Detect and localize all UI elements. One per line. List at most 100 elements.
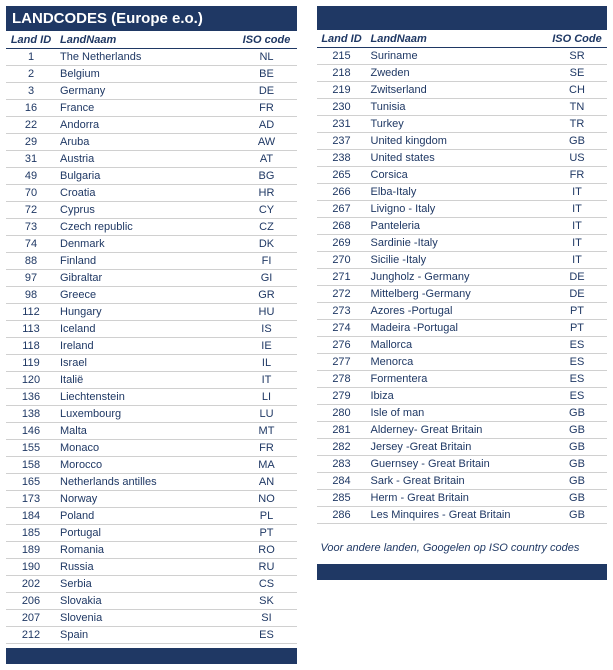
table-row: 70CroatiaHR bbox=[6, 185, 297, 202]
table-row: 231TurkeyTR bbox=[317, 116, 608, 133]
table-row: 119IsraelIL bbox=[6, 355, 297, 372]
cell-iso: PT bbox=[547, 321, 607, 335]
table-row: 155MonacoFR bbox=[6, 440, 297, 457]
cell-iso: BE bbox=[237, 67, 297, 81]
cell-id: 29 bbox=[6, 135, 56, 149]
table-row: 98GreeceGR bbox=[6, 287, 297, 304]
cell-id: 277 bbox=[317, 355, 367, 369]
right-title-spacer bbox=[317, 6, 608, 30]
cell-iso: GB bbox=[547, 474, 607, 488]
cell-name: Menorca bbox=[367, 355, 548, 369]
table-row: 278FormenteraES bbox=[317, 371, 608, 388]
cell-iso: FR bbox=[547, 168, 607, 182]
cell-iso: PT bbox=[547, 304, 607, 318]
cell-name: Gibraltar bbox=[56, 271, 237, 285]
cell-name: Panteleria bbox=[367, 219, 548, 233]
table-row: 273Azores -PortugalPT bbox=[317, 303, 608, 320]
cell-iso: AW bbox=[237, 135, 297, 149]
cell-iso: TR bbox=[547, 117, 607, 131]
cell-iso: HR bbox=[237, 186, 297, 200]
table-row: 113IcelandIS bbox=[6, 321, 297, 338]
table-row: 237United kingdomGB bbox=[317, 133, 608, 150]
cell-id: 113 bbox=[6, 322, 56, 336]
cell-iso: GB bbox=[547, 134, 607, 148]
cell-id: 283 bbox=[317, 457, 367, 471]
cell-id: 285 bbox=[317, 491, 367, 505]
table-row: 274Madeira -PortugalPT bbox=[317, 320, 608, 337]
cell-id: 165 bbox=[6, 475, 56, 489]
table-row: 283Guernsey - Great BritainGB bbox=[317, 456, 608, 473]
cell-name: Aruba bbox=[56, 135, 237, 149]
cell-id: 2 bbox=[6, 67, 56, 81]
cell-id: 274 bbox=[317, 321, 367, 335]
cell-iso: AN bbox=[237, 475, 297, 489]
cell-iso: GB bbox=[547, 491, 607, 505]
cell-name: The Netherlands bbox=[56, 50, 237, 64]
table-row: 215SurinameSR bbox=[317, 48, 608, 65]
cell-name: Cyprus bbox=[56, 203, 237, 217]
cell-name: Jersey -Great Britain bbox=[367, 440, 548, 454]
cell-iso: ES bbox=[237, 628, 297, 642]
cell-id: 286 bbox=[317, 508, 367, 522]
cell-iso: CZ bbox=[237, 220, 297, 234]
cell-name: Morocco bbox=[56, 458, 237, 472]
cell-iso: IS bbox=[237, 322, 297, 336]
right-rows: 215SurinameSR218ZwedenSE219ZwitserlandCH… bbox=[317, 48, 608, 524]
table-row: 265CorsicaFR bbox=[317, 167, 608, 184]
cell-id: 218 bbox=[317, 66, 367, 80]
col-header-iso: ISO code bbox=[237, 34, 297, 46]
cell-iso: GB bbox=[547, 423, 607, 437]
cell-name: Mittelberg -Germany bbox=[367, 287, 548, 301]
cell-name: Germany bbox=[56, 84, 237, 98]
cell-iso: SK bbox=[237, 594, 297, 608]
cell-id: 238 bbox=[317, 151, 367, 165]
cell-iso: NO bbox=[237, 492, 297, 506]
table-row: 189RomaniaRO bbox=[6, 542, 297, 559]
cell-id: 1 bbox=[6, 50, 56, 64]
cell-id: 190 bbox=[6, 560, 56, 574]
cell-name: Ibiza bbox=[367, 389, 548, 403]
table-row: 3GermanyDE bbox=[6, 83, 297, 100]
cell-iso: DE bbox=[237, 84, 297, 98]
cell-name: Iceland bbox=[56, 322, 237, 336]
cell-iso: IT bbox=[547, 185, 607, 199]
cell-id: 3 bbox=[6, 84, 56, 98]
cell-iso: BG bbox=[237, 169, 297, 183]
cell-iso: LI bbox=[237, 390, 297, 404]
cell-name: Netherlands antilles bbox=[56, 475, 237, 489]
left-footer-bar bbox=[6, 648, 297, 664]
cell-name: Israel bbox=[56, 356, 237, 370]
table-row: 136LiechtensteinLI bbox=[6, 389, 297, 406]
cell-name: Italië bbox=[56, 373, 237, 387]
cell-iso: SI bbox=[237, 611, 297, 625]
cell-id: 98 bbox=[6, 288, 56, 302]
table-row: 206SlovakiaSK bbox=[6, 593, 297, 610]
cell-id: 73 bbox=[6, 220, 56, 234]
table-row: 97GibraltarGI bbox=[6, 270, 297, 287]
cell-iso: LU bbox=[237, 407, 297, 421]
cell-iso: GI bbox=[237, 271, 297, 285]
cell-name: Luxembourg bbox=[56, 407, 237, 421]
cell-name: Portugal bbox=[56, 526, 237, 540]
cell-id: 49 bbox=[6, 169, 56, 183]
col-header-id: Land ID bbox=[6, 34, 56, 46]
cell-id: 215 bbox=[317, 49, 367, 63]
col-header-iso: ISO Code bbox=[547, 33, 607, 45]
cell-name: Belgium bbox=[56, 67, 237, 81]
cell-name: Romania bbox=[56, 543, 237, 557]
cell-id: 268 bbox=[317, 219, 367, 233]
table-row: 271Jungholz - GermanyDE bbox=[317, 269, 608, 286]
footer-note: Voor andere landen, Googelen op ISO coun… bbox=[321, 542, 608, 554]
table-row: 272Mittelberg -GermanyDE bbox=[317, 286, 608, 303]
cell-name: Norway bbox=[56, 492, 237, 506]
cell-id: 266 bbox=[317, 185, 367, 199]
cell-name: France bbox=[56, 101, 237, 115]
cell-id: 118 bbox=[6, 339, 56, 353]
cell-iso: FR bbox=[237, 101, 297, 115]
table-row: 72CyprusCY bbox=[6, 202, 297, 219]
cell-name: Turkey bbox=[367, 117, 548, 131]
cell-name: Poland bbox=[56, 509, 237, 523]
table-row: 207SloveniaSI bbox=[6, 610, 297, 627]
cell-iso: GB bbox=[547, 457, 607, 471]
table-row: 219ZwitserlandCH bbox=[317, 82, 608, 99]
